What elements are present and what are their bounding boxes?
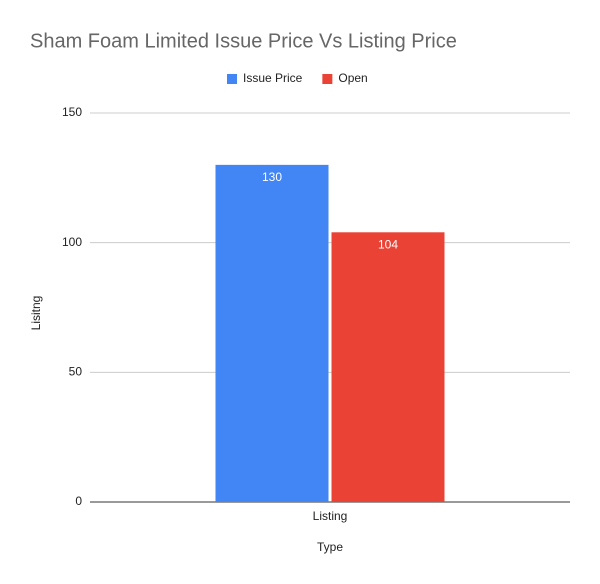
legend-swatch (227, 74, 237, 84)
y-tick-label: 50 (69, 365, 83, 379)
y-tick-label: 0 (75, 494, 82, 508)
chart-title: Sham Foam Limited Issue Price Vs Listing… (30, 30, 457, 52)
legend-label: Open (338, 71, 367, 85)
data-label: 130 (262, 170, 282, 184)
bar (331, 232, 445, 502)
y-tick-label: 100 (62, 235, 82, 249)
data-label: 104 (378, 237, 398, 251)
legend-label: Issue Price (243, 71, 303, 85)
bar (215, 164, 329, 502)
x-tick-label: Listing (313, 509, 348, 523)
y-tick-label: 150 (62, 105, 82, 119)
legend-swatch (322, 74, 333, 84)
y-axis-title: Lisitng (29, 296, 43, 331)
x-axis-title: Type (317, 540, 343, 554)
